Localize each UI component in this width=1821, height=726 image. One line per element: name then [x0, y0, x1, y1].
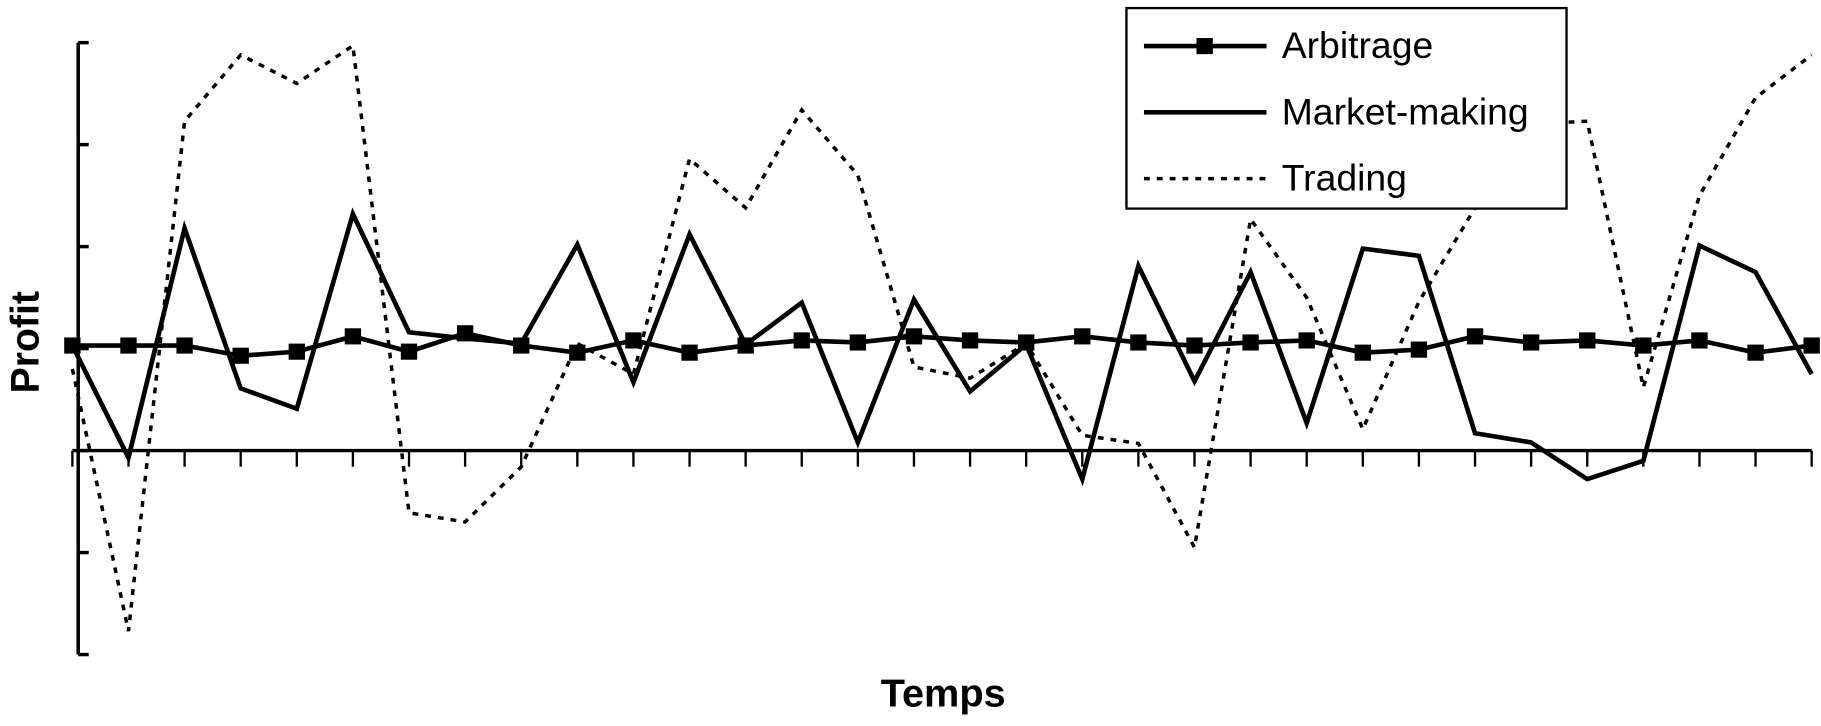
y-axis-label: Profit [3, 291, 47, 393]
point-marker [232, 347, 249, 364]
legend-label: Market-making [1282, 91, 1529, 133]
point-marker [1691, 332, 1708, 349]
point-marker [569, 344, 586, 361]
point-marker [1747, 344, 1764, 361]
point-marker [793, 332, 810, 349]
point-marker [1466, 328, 1484, 345]
point-marker [849, 334, 867, 351]
point-marker [64, 337, 81, 354]
point-marker [905, 328, 923, 345]
point-marker [288, 343, 305, 360]
point-marker [681, 344, 698, 361]
point-marker [1242, 334, 1259, 351]
point-marker [1522, 334, 1540, 351]
point-marker [1579, 332, 1596, 349]
point-marker [1186, 337, 1203, 354]
legend-marker [1196, 38, 1213, 55]
series-line [72, 330, 1812, 359]
point-marker [1130, 334, 1147, 351]
point-marker [1298, 332, 1315, 349]
point-marker [1354, 344, 1371, 361]
series-line [70, 207, 1814, 487]
point-marker [1074, 328, 1091, 345]
point-marker [1803, 337, 1820, 354]
legend-label: Arbitrage [1282, 24, 1434, 66]
point-marker [400, 343, 418, 360]
x-axis-label: Temps [881, 672, 1006, 716]
point-marker [625, 332, 642, 349]
point-marker [344, 328, 362, 345]
point-marker [120, 337, 137, 354]
point-marker [1635, 337, 1652, 354]
point-marker [1410, 341, 1428, 358]
point-marker [961, 332, 979, 349]
legend-label: Trading [1282, 157, 1407, 199]
point-marker [176, 337, 193, 354]
